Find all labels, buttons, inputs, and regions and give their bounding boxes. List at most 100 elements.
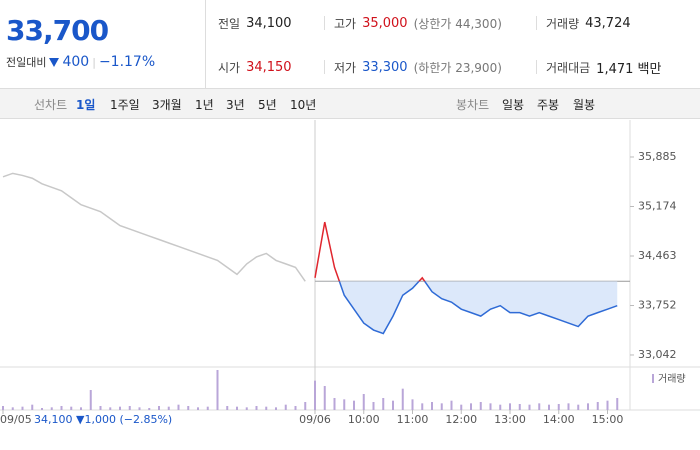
stat-note: (상한가 44,300) [413,16,502,31]
tab[interactable]: 주봉 [537,98,560,112]
volume-bar [362,394,365,410]
stat-label: 저가 [334,60,357,75]
volume-bar [450,400,453,410]
stat: 거래량 43,724 [546,13,631,33]
volume-bar [138,407,141,410]
volume-bar [245,407,248,410]
volume-bar [440,403,443,410]
footer-note: 34,100 ▼1,000 (−2.85%) [34,413,172,426]
stat: 시가 34,150 [218,57,292,77]
volume-bar [226,406,229,410]
price-line [338,281,618,335]
tab[interactable]: 3년 [226,98,245,112]
volume-bar [343,399,346,410]
tab-bar: 선차트 1일 1주일 3개월 1년 3년 5년 10년 봉차트 일봉 주봉 월봉 [0,89,700,119]
footer-pct: (−2.85%) [119,413,172,426]
stats: 전일 34,100 고가 35,000 (상한가 44,300) 거래량 43,724 시가 3… [206,0,700,88]
volume-bar [216,370,219,410]
volume-bar [275,407,277,410]
tab-group-label: 봉차트 [456,98,490,112]
volume-bar [148,408,151,410]
change-label: 전일대비 [6,56,47,69]
volume-bar [392,400,394,410]
volume-legend-swatch [652,374,654,383]
stat-value: 1,471 백만 [596,61,662,77]
volume-bar [479,402,482,410]
volume-bar [109,407,112,410]
volume-bar [2,406,4,410]
y-tick-label: 35,885 [638,150,677,163]
tab[interactable]: 10년 [290,98,317,112]
stat-label: 거래대금 [546,60,591,75]
volume-bar [548,404,550,410]
tab[interactable]: 월봉 [573,98,596,112]
tab[interactable]: 5년 [258,98,277,112]
volume-bar [255,406,258,410]
volume-bar [314,380,316,410]
chart: 35,885 35,174 34,463 33,752 33,042 09/05 09/06… [0,120,700,426]
price-box: 33,700 전일대비 400 | −1.17% [0,0,206,88]
stat-label: 시가 [218,60,241,75]
volume-bar [158,406,160,410]
volume-bar [60,406,63,410]
volume-bar [89,390,92,410]
volume-bar [323,386,326,410]
x-tick-label: 09/06 [299,413,331,426]
stat-value: 33,300 [362,59,408,75]
volume-bar [411,399,414,410]
stat-label: 고가 [334,16,357,31]
stat: 거래대금 1,471 백만 [546,57,661,77]
volume-bar [557,404,560,410]
volume-bar [284,404,287,410]
change-pct: −1.17% [98,54,156,70]
price: 33,700 [6,14,109,47]
volume-bar [294,406,297,410]
volume-bar [187,406,190,410]
volume-bar [206,406,209,410]
stat-value: 35,000 [362,15,408,31]
volume-bar [616,398,619,410]
volume-bar [31,404,34,410]
volume-bar [382,398,385,410]
stat-value: 34,100 [246,15,292,31]
tab[interactable]: 1주일 [110,98,140,112]
volume-bar [587,403,589,410]
volume-bar [119,406,121,410]
volume-bar [489,403,492,410]
volume-bar [80,407,82,410]
footer-change: ▼1,000 [76,413,116,426]
down-icon [49,57,60,67]
volume-bar [431,402,433,410]
change: 전일대비 400 | −1.17% [6,54,156,70]
stat-note: (하한가 23,900) [413,60,502,75]
volume-legend: 거래량 [658,373,686,385]
stat-label: 전일 [218,16,241,31]
volume-bar [499,404,502,410]
volume-bar [372,402,375,410]
y-tick-label: 33,042 [638,348,677,361]
volume-bar [606,400,609,410]
tab[interactable]: 일봉 [502,98,525,112]
stat-label: 거래량 [546,16,580,31]
volume-bar [333,398,336,410]
volume-bar [538,403,541,410]
volume-bar [21,406,24,410]
volume-bar [99,406,102,410]
volume-bar [460,404,463,410]
volume-bar [41,408,43,410]
price-line [2,172,306,282]
volume-bar [11,407,14,410]
y-tick-label: 35,174 [638,199,677,212]
stat: 고가 35,000 (상한가 44,300) [334,13,502,33]
tab[interactable]: 1일 [76,98,96,112]
volume-bar [596,402,599,410]
tab[interactable]: 3개월 [152,98,182,112]
volume-bar [577,404,580,410]
x-tick-label: 12:00 [445,413,477,426]
volume-bar [70,406,73,410]
separator [324,16,325,30]
volume-bar [236,406,238,410]
area [315,281,618,334]
change-value: 400 [62,54,90,70]
tab[interactable]: 1년 [195,98,214,112]
